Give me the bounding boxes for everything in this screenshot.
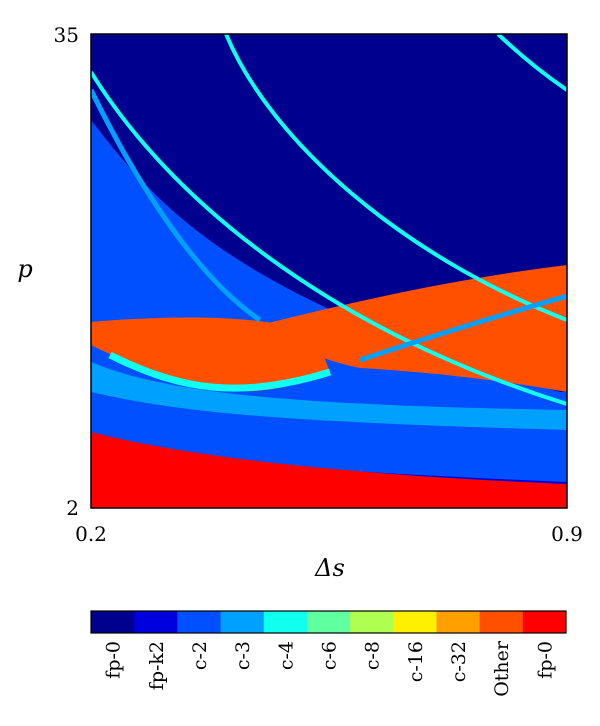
y-tick-label-bottom: 2: [66, 496, 79, 520]
colorbar-swatch-4: [263, 611, 308, 633]
colorbar: [91, 611, 567, 633]
curve-c4-arc-1: [91, 70, 567, 406]
region-other-lower: [91, 317, 330, 392]
colorbar-label-3: c-3: [232, 641, 254, 670]
colorbar-label-6: c-8: [362, 641, 384, 670]
curve-c4-arc-2: [224, 34, 567, 322]
x-tick-label-right: 0.9: [551, 522, 583, 546]
curve-c3-arc-4: [91, 88, 262, 323]
colorbar-swatch-0: [91, 611, 135, 633]
y-axis-label: p: [17, 255, 32, 283]
y-tick-label-top: 35: [54, 23, 79, 47]
colorbar-swatch-9: [479, 611, 524, 633]
colorbar-label-8: c-32: [448, 641, 470, 682]
colorbar-label-10: fp-0: [534, 641, 556, 679]
curve-c4-arc-3: [496, 34, 567, 92]
colorbar-swatch-2: [177, 611, 222, 633]
colorbar-label-4: c-4: [275, 641, 297, 670]
colorbar-label-9: Other: [491, 640, 513, 697]
region-other-upper: [260, 265, 567, 392]
colorbar-labels: fp-0 fp-k2 c-2 c-3 c-4 c-6 c-8 c-16 c-32 Other fp-…: [103, 640, 557, 697]
plot-frame: [90, 33, 568, 509]
colorbar-label-7: c-16: [405, 641, 427, 682]
colorbar-swatch-6: [350, 611, 394, 633]
colorbar-label-0: fp-0: [103, 641, 125, 679]
colorbar-swatch-3: [220, 611, 265, 633]
x-axis-label: Δs: [314, 554, 345, 582]
curve-c2-diagonal: [359, 293, 567, 363]
colorbar-label-5: c-6: [319, 641, 341, 670]
colorbar-label-1: fp-k2: [146, 641, 168, 690]
colorbar-frame: [90, 610, 567, 634]
region-c4-bright-edge: [108, 351, 332, 392]
region-c3-band: [91, 362, 567, 430]
colorbar-swatch-8: [436, 611, 481, 633]
colorbar-swatch-10: [522, 611, 567, 633]
colorbar-label-2: c-2: [189, 641, 211, 670]
heatmap-plot: [91, 34, 567, 508]
x-tick-label-left: 0.2: [75, 522, 107, 546]
region-fp0-bottom: [91, 432, 567, 508]
colorbar-swatch-7: [393, 611, 437, 633]
colorbar-swatch-1: [134, 611, 178, 633]
colorbar-swatch-5: [306, 611, 351, 633]
